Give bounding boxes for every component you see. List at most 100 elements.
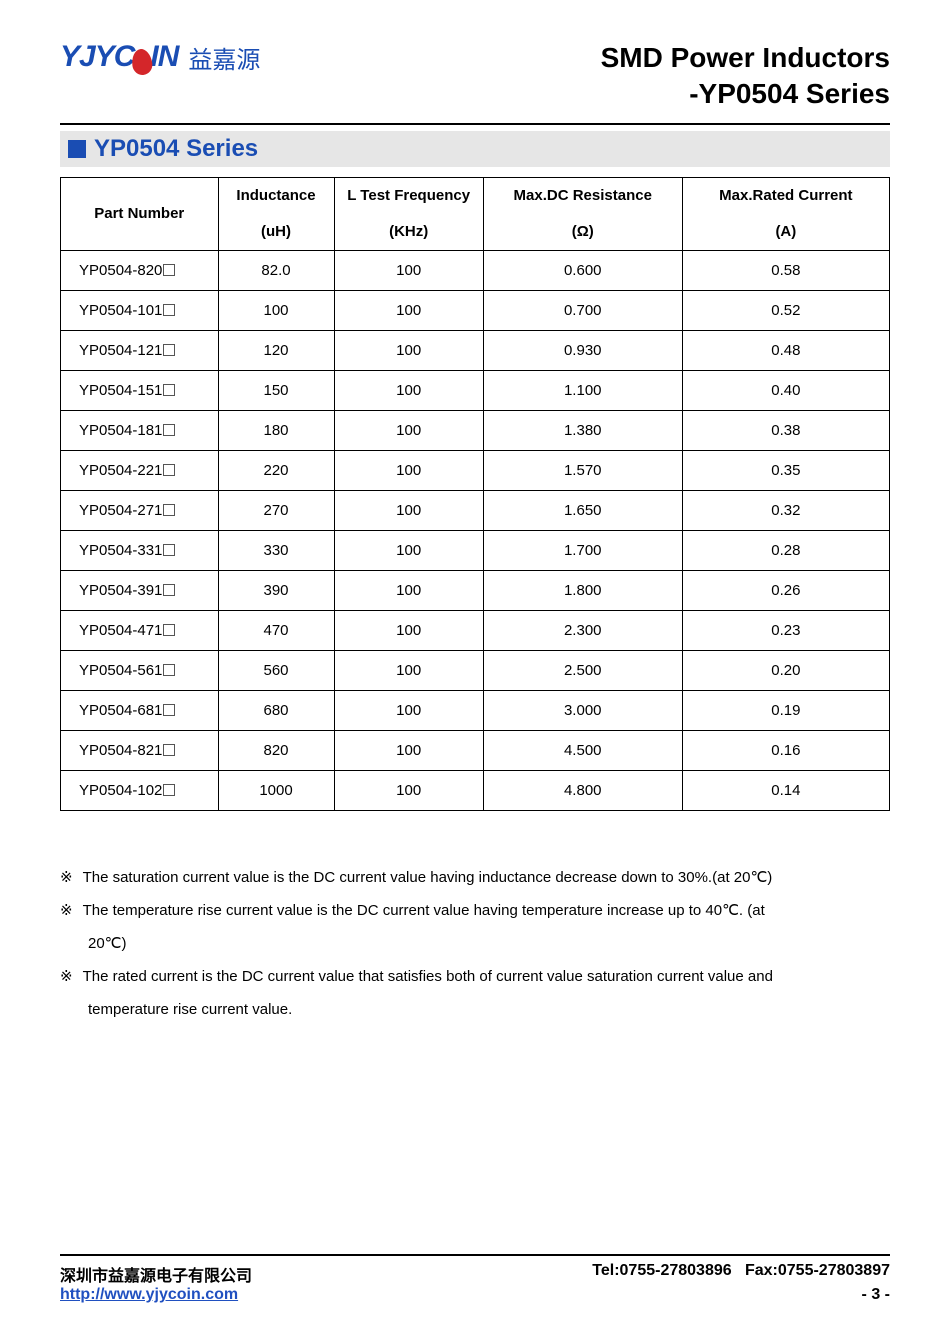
page-header: YJYCIN 益嘉源 SMD Power Inductors -YP0504 S… xyxy=(60,40,890,113)
cell-inductance: 560 xyxy=(218,650,334,690)
table-row: YP0504-3313301001.7000.28 xyxy=(61,530,890,570)
cell-inductance: 270 xyxy=(218,490,334,530)
cell-inductance: 330 xyxy=(218,530,334,570)
cell-part-number: YP0504-391 xyxy=(61,570,219,610)
cell-frequency: 100 xyxy=(334,250,483,290)
cell-current: 0.52 xyxy=(682,290,889,330)
cell-inductance: 120 xyxy=(218,330,334,370)
title-line1: SMD Power Inductors xyxy=(601,40,890,76)
cell-inductance: 150 xyxy=(218,370,334,410)
header-divider xyxy=(60,123,890,125)
cell-frequency: 100 xyxy=(334,530,483,570)
footer-fax: Fax:0755-27803897 xyxy=(745,1262,890,1279)
cell-inductance: 100 xyxy=(218,290,334,330)
cell-part-number: YP0504-181 xyxy=(61,410,219,450)
checkbox-icon xyxy=(163,784,175,796)
checkbox-icon xyxy=(163,344,175,356)
checkbox-icon xyxy=(163,464,175,476)
footer-url-link[interactable]: http://www.yjycoin.com xyxy=(60,1286,238,1304)
cell-current: 0.20 xyxy=(682,650,889,690)
note-2a-text: The temperature rise current value is th… xyxy=(83,894,890,927)
table-row: YP0504-2212201001.5700.35 xyxy=(61,450,890,490)
section-title: YP0504 Series xyxy=(94,135,258,163)
note-3b-text: temperature rise current value. xyxy=(88,993,890,1026)
cell-current: 0.40 xyxy=(682,370,889,410)
cell-frequency: 100 xyxy=(334,450,483,490)
cell-frequency: 100 xyxy=(334,770,483,810)
note-1-text: The saturation current value is the DC c… xyxy=(83,861,890,894)
cell-part-number: YP0504-821 xyxy=(61,730,219,770)
checkbox-icon xyxy=(163,504,175,516)
checkbox-icon xyxy=(163,704,175,716)
note-mark-icon: ※ xyxy=(60,960,73,993)
table-row: YP0504-5615601002.5000.20 xyxy=(61,650,890,690)
cell-part-number: YP0504-681 xyxy=(61,690,219,730)
checkbox-icon xyxy=(163,664,175,676)
table-row: YP0504-82082.01000.6000.58 xyxy=(61,250,890,290)
th-part-number: Part Number xyxy=(61,177,219,250)
title-line2: -YP0504 Series xyxy=(601,76,890,112)
logo-brand-left: YJYC xyxy=(60,40,134,73)
table-row: YP0504-2712701001.6500.32 xyxy=(61,490,890,530)
cell-dcr: 1.570 xyxy=(483,450,682,490)
table-row: YP0504-1011001000.7000.52 xyxy=(61,290,890,330)
th-frequency: L Test Frequency xyxy=(334,177,483,214)
checkbox-icon xyxy=(163,584,175,596)
th-inductance-unit: (uH) xyxy=(218,214,334,251)
th-frequency-unit: (KHz) xyxy=(334,214,483,251)
cell-dcr: 0.600 xyxy=(483,250,682,290)
cell-frequency: 100 xyxy=(334,370,483,410)
footer-page-number: - 3 - xyxy=(862,1286,890,1304)
cell-current: 0.58 xyxy=(682,250,889,290)
cell-part-number: YP0504-820 xyxy=(61,250,219,290)
cell-inductance: 470 xyxy=(218,610,334,650)
cell-dcr: 4.500 xyxy=(483,730,682,770)
table-row: YP0504-1511501001.1000.40 xyxy=(61,370,890,410)
cell-current: 0.26 xyxy=(682,570,889,610)
section-square-icon xyxy=(68,140,86,158)
cell-frequency: 100 xyxy=(334,410,483,450)
th-dcr: Max.DC Resistance xyxy=(483,177,682,214)
th-inductance: Inductance xyxy=(218,177,334,214)
cell-dcr: 2.500 xyxy=(483,650,682,690)
cell-frequency: 100 xyxy=(334,290,483,330)
note-3: ※ The rated current is the DC current va… xyxy=(60,960,890,993)
cell-part-number: YP0504-271 xyxy=(61,490,219,530)
cell-dcr: 0.930 xyxy=(483,330,682,370)
footer-tel: Tel:0755-27803896 xyxy=(592,1262,731,1279)
checkbox-icon xyxy=(163,744,175,756)
note-2b-text: 20℃) xyxy=(88,927,890,960)
cell-current: 0.32 xyxy=(682,490,889,530)
checkbox-icon xyxy=(163,304,175,316)
table-row: YP0504-8218201004.5000.16 xyxy=(61,730,890,770)
table-row: YP0504-1811801001.3800.38 xyxy=(61,410,890,450)
cell-part-number: YP0504-221 xyxy=(61,450,219,490)
cell-frequency: 100 xyxy=(334,330,483,370)
cell-part-number: YP0504-121 xyxy=(61,330,219,370)
note-1: ※ The saturation current value is the DC… xyxy=(60,861,890,894)
cell-current: 0.38 xyxy=(682,410,889,450)
th-dcr-unit: (Ω) xyxy=(483,214,682,251)
checkbox-icon xyxy=(163,264,175,276)
cell-dcr: 0.700 xyxy=(483,290,682,330)
cell-current: 0.23 xyxy=(682,610,889,650)
cell-current: 0.35 xyxy=(682,450,889,490)
checkbox-icon xyxy=(163,544,175,556)
cell-dcr: 2.300 xyxy=(483,610,682,650)
cell-current: 0.28 xyxy=(682,530,889,570)
note-2: ※ The temperature rise current value is … xyxy=(60,894,890,927)
note-mark-icon: ※ xyxy=(60,894,73,927)
cell-dcr: 1.800 xyxy=(483,570,682,610)
notes: ※ The saturation current value is the DC… xyxy=(60,861,890,1026)
cell-part-number: YP0504-102 xyxy=(61,770,219,810)
cell-part-number: YP0504-561 xyxy=(61,650,219,690)
cell-frequency: 100 xyxy=(334,570,483,610)
cell-frequency: 100 xyxy=(334,610,483,650)
cell-current: 0.19 xyxy=(682,690,889,730)
table-row: YP0504-1211201000.9300.48 xyxy=(61,330,890,370)
cell-current: 0.48 xyxy=(682,330,889,370)
logo: YJYCIN 益嘉源 xyxy=(60,40,260,75)
cell-dcr: 1.700 xyxy=(483,530,682,570)
note-3a-text: The rated current is the DC current valu… xyxy=(83,960,890,993)
title-block: SMD Power Inductors -YP0504 Series xyxy=(601,40,890,113)
